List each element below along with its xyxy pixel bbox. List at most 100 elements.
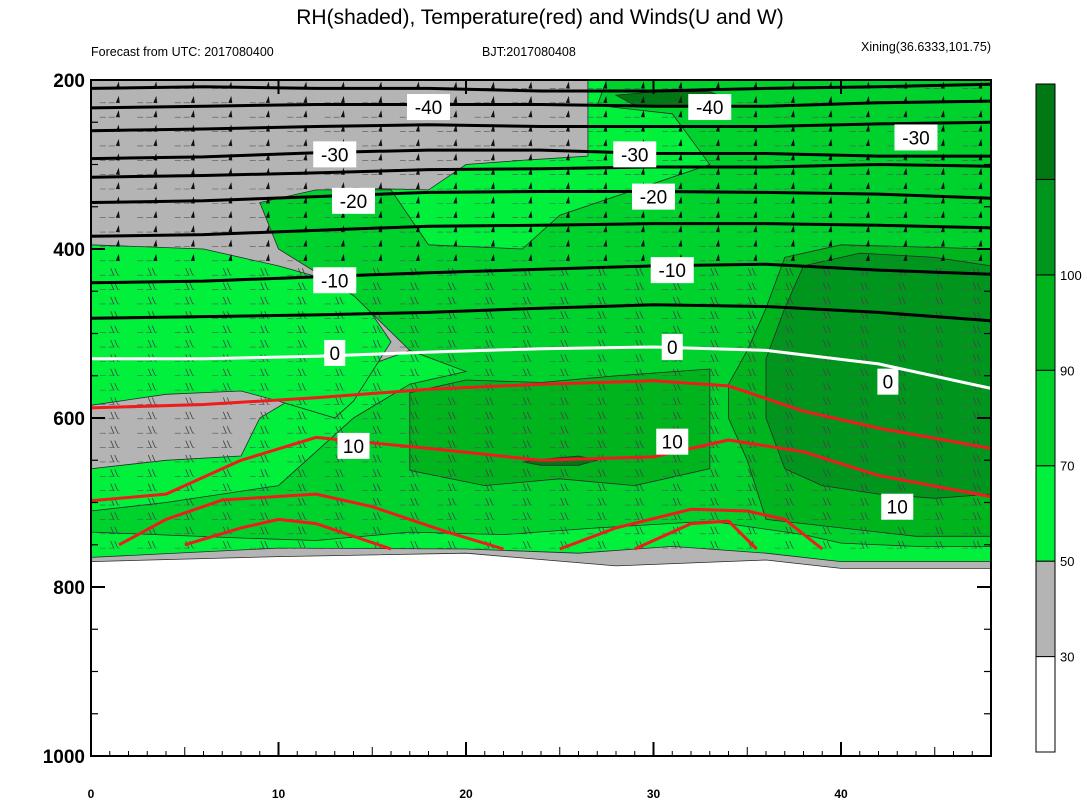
wind-barb-tick-344 — [410, 282, 415, 290]
wind-barb-tick-675 — [222, 483, 227, 491]
rh-shading — [90, 79, 992, 569]
wind-barb-tick-325 — [597, 268, 602, 276]
wind-barb-tick-402 — [785, 311, 790, 319]
wind-barb-tick-610 — [485, 440, 490, 448]
contour-label-5: -20 — [340, 192, 367, 213]
wind-barb-tick2-435 — [226, 339, 231, 348]
wind-barb-tick-517 — [597, 382, 602, 391]
wind-barb-tick2-715 — [826, 497, 831, 506]
wind-barb-tick2-771 — [226, 540, 231, 549]
wind-barb-tick2-709 — [601, 497, 606, 506]
wind-barb-tick-373 — [597, 296, 602, 305]
wind-barb-tick2-317 — [301, 268, 306, 276]
wind-barb-tick-725 — [297, 512, 302, 520]
contour-label-box-11 — [877, 368, 899, 395]
wind-barb-tick-689 — [747, 483, 752, 491]
colorbar-label-4: 100 — [1060, 268, 1082, 283]
wind-barb-tick2-360 — [114, 296, 119, 305]
wind-barb-tick2-400 — [714, 311, 719, 319]
wind-barb-flag-12 — [565, 81, 570, 89]
wind-barb-tick-579 — [222, 426, 227, 434]
wind-barb-flag-115 — [828, 138, 833, 146]
wind-barb-tick2-430 — [939, 325, 944, 333]
wind-barb-tick2-524 — [864, 382, 869, 391]
wind-barb-tick-568 — [710, 411, 715, 420]
wind-barb-tick2-661 — [601, 469, 606, 477]
wind-barb-tick-756 — [560, 526, 565, 534]
contour-label-10: 0 — [667, 338, 678, 359]
wind-barb-tick2-769 — [151, 540, 156, 549]
wind-barb-tick-573 — [897, 411, 902, 420]
wind-barb-tick2-789 — [901, 540, 906, 549]
wind-barb-tick2-624 — [114, 454, 119, 463]
x-tick-label-4: 40 — [834, 787, 848, 801]
wind-barb-flag-211 — [828, 196, 833, 204]
wind-barb-flag-191 — [978, 182, 983, 190]
wind-barb-tick2-422 — [639, 325, 644, 333]
wind-barb-tick-678 — [335, 483, 340, 491]
wind-barb-flag-202 — [490, 196, 495, 204]
wind-barb-tick2-567 — [676, 411, 681, 420]
wind-barb-tick-442 — [485, 339, 490, 348]
wind-barb-flag-42 — [790, 95, 795, 103]
wind-barb-tick2-748 — [264, 526, 269, 534]
wind-barb-tick2-416 — [414, 325, 419, 333]
wind-barb-tick-588 — [560, 426, 565, 434]
wind-barb-tick-596 — [860, 426, 865, 434]
wind-barb-flag-301 — [603, 253, 608, 261]
colorbar-bin-6 — [1035, 83, 1056, 180]
wind-barb-tick2-590 — [639, 426, 644, 434]
wind-barb-tick-496 — [710, 368, 715, 376]
wind-barb-tick-647 — [972, 454, 977, 463]
wind-barb-tick2-627 — [226, 454, 231, 463]
wind-barb-flag-66 — [790, 110, 795, 118]
wind-barb-tick-790 — [935, 540, 940, 549]
wind-barb-tick-705 — [447, 497, 452, 506]
wind-barb-flag-200 — [415, 196, 420, 204]
wind-barb-tick-639 — [672, 454, 677, 463]
wind-barb-tick2-374 — [639, 296, 644, 305]
wind-barb-tick-412 — [260, 325, 265, 333]
wind-barb-tick-401 — [747, 311, 752, 319]
wind-barb-tick-679 — [372, 483, 377, 491]
contour-label-box-14 — [881, 493, 914, 520]
wind-barb-flag-267 — [228, 239, 233, 247]
wind-barb-flag-291 — [228, 253, 233, 261]
wind-barb-tick2-570 — [789, 411, 794, 420]
wind-barb-tick-767 — [972, 526, 977, 534]
wind-barb-tick2-672 — [114, 483, 119, 491]
wind-barb-tick2-550 — [939, 397, 944, 405]
wind-barb-tick-580 — [260, 426, 265, 434]
wind-barb-tick-743 — [972, 512, 977, 520]
wind-barb-tick2-679 — [376, 483, 381, 491]
wind-barb-flag-229 — [603, 210, 608, 218]
wind-barb-tick2-658 — [489, 469, 494, 477]
wind-barb-tick2-549 — [901, 397, 906, 405]
wind-barb-tick-598 — [935, 426, 940, 434]
wind-barb-tick2-466 — [489, 354, 494, 362]
wind-barb-flag-212 — [865, 196, 870, 204]
wind-barb-flag-104 — [415, 138, 420, 146]
wind-barb-tick2-614 — [639, 440, 644, 448]
wind-barb-tick2-376 — [714, 296, 719, 305]
wind-barb-flag-14 — [640, 81, 645, 89]
wind-barb-flag-258 — [790, 225, 795, 233]
wind-barb-tick-774 — [335, 540, 340, 549]
wind-barb-tick2-666 — [789, 469, 794, 477]
wind-barb-tick-329 — [747, 268, 752, 276]
wind-barb-tick2-537 — [451, 397, 456, 405]
wind-barb-flag-288 — [115, 253, 120, 261]
wind-barb-flag-68 — [865, 110, 870, 118]
wind-barb-flag-187 — [828, 182, 833, 190]
wind-barb-flag-71 — [978, 110, 983, 118]
colorbar-label-0: 30 — [1060, 650, 1074, 665]
wind-barb-tick-539 — [522, 397, 527, 405]
wind-barb-tick2-756 — [564, 526, 569, 534]
wind-barb-tick2-582 — [339, 426, 344, 434]
wind-barb-tick-632 — [410, 454, 415, 463]
wind-barb-tick-713 — [747, 497, 752, 506]
wind-barb-tick2-749 — [301, 526, 306, 534]
wind-barb-tick-498 — [785, 368, 790, 376]
wind-barb-tick-372 — [560, 296, 565, 305]
wind-barb-flag-170 — [190, 182, 195, 190]
